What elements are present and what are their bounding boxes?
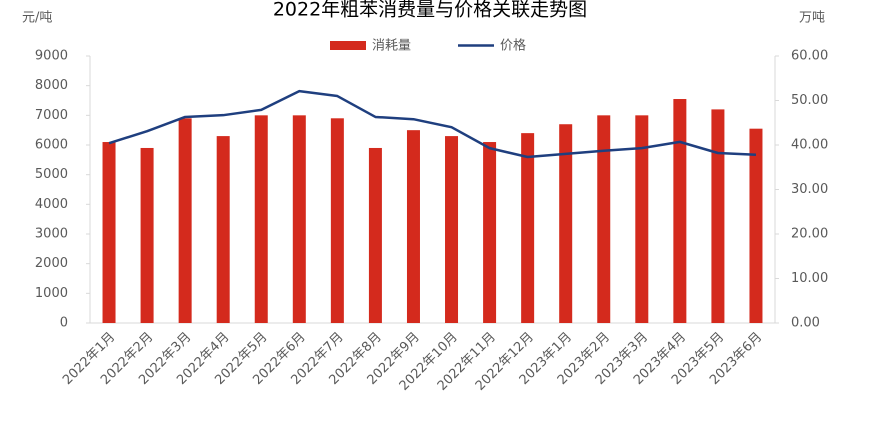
bar <box>102 142 116 323</box>
y2-tick-label: 50.00 <box>791 93 828 108</box>
legend-label: 价格 <box>500 38 526 54</box>
bar <box>559 124 573 323</box>
bar <box>711 109 725 324</box>
bar <box>521 133 535 323</box>
bar <box>406 130 420 323</box>
bar <box>368 147 382 323</box>
y-tick-label: 7000 <box>35 108 68 123</box>
legend-swatch <box>330 41 366 50</box>
y2-tick-label: 30.00 <box>791 182 828 197</box>
bar <box>292 115 306 323</box>
y2-tick-label: 40.00 <box>791 138 828 153</box>
y2-axis-label: 万吨 <box>799 11 825 26</box>
bar <box>445 136 459 323</box>
line <box>108 89 757 159</box>
bar <box>140 147 154 323</box>
y-tick-label: 9000 <box>35 49 68 64</box>
y-tick-label: 2000 <box>35 256 68 271</box>
bar <box>597 115 611 323</box>
y-tick-label: 1000 <box>35 286 68 301</box>
bar <box>749 128 763 323</box>
y-tick-label: 3000 <box>35 227 68 242</box>
y-tick-label: 6000 <box>35 138 68 153</box>
y-tick-label: 4000 <box>35 197 68 212</box>
bar <box>673 99 687 324</box>
bar <box>178 118 192 323</box>
y2-tick-label: 20.00 <box>791 227 828 242</box>
y-axis-label: 元/吨 <box>22 11 52 26</box>
legend-label: 消耗量 <box>372 39 411 54</box>
y2-tick-label: 0.00 <box>791 316 820 331</box>
bar <box>483 142 497 323</box>
y-tick-label: 5000 <box>35 167 68 182</box>
bar <box>254 115 268 323</box>
y2-tick-label: 60.00 <box>791 49 828 64</box>
y2-tick-label: 10.00 <box>791 271 828 286</box>
bar <box>330 118 344 323</box>
chart-title: 2022年粗苯消费量与价格关联走势图 <box>273 0 587 21</box>
bar <box>216 136 230 323</box>
bar <box>635 115 649 323</box>
y-tick-label: 0 <box>60 316 68 331</box>
y-tick-label: 8000 <box>35 78 68 93</box>
